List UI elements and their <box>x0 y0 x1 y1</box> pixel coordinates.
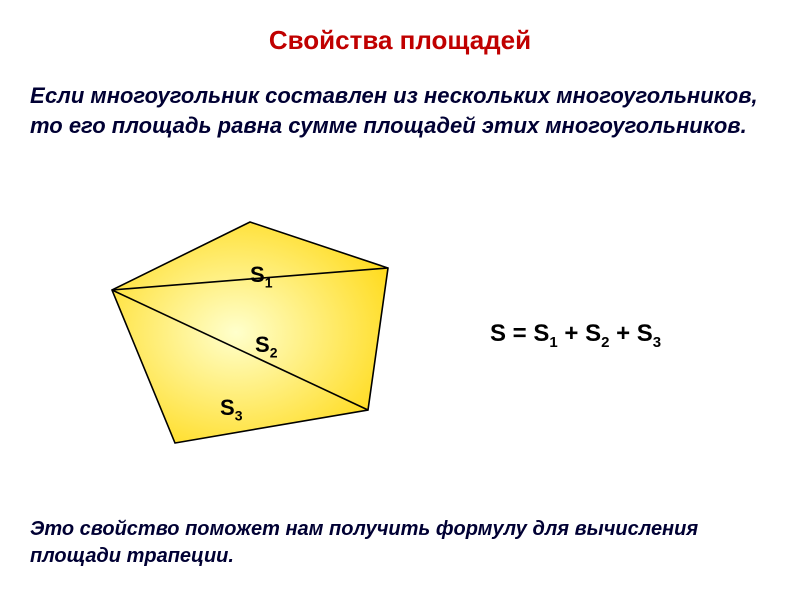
page-title: Свойства площадей <box>0 0 800 56</box>
description-text: Если многоугольник составлен из нескольк… <box>0 56 800 150</box>
formula-eq: = <box>506 320 533 347</box>
region-label-s1: S1 <box>250 262 272 290</box>
polygon-diagram: S1 S2 S3 <box>100 200 430 460</box>
formula: S = S1 + S2 + S3 <box>490 320 661 351</box>
footer-text: Это свойство поможет нам получить формул… <box>30 516 770 570</box>
formula-rhs: S1 + S2 + S3 <box>533 320 661 347</box>
formula-lhs: S <box>490 320 506 347</box>
region-label-s2: S2 <box>255 332 277 360</box>
region-label-s3: S3 <box>220 395 242 423</box>
